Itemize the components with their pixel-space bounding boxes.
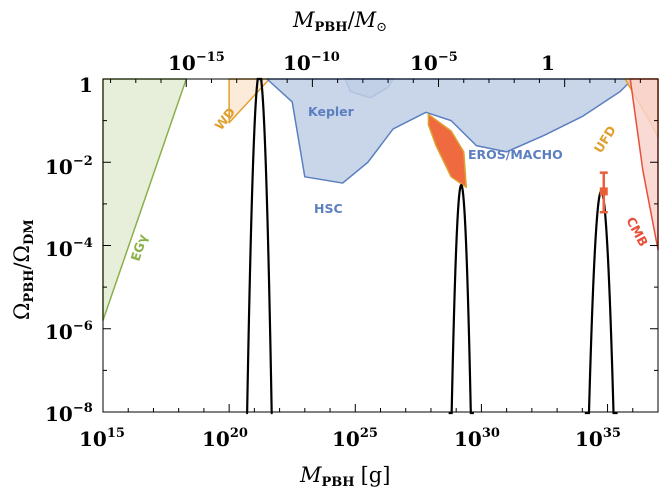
top-tick-1e-10: 10−10 bbox=[283, 50, 340, 75]
label-hsc: HSC bbox=[314, 201, 343, 216]
error-bar-group bbox=[599, 171, 608, 214]
peak-curve-1 bbox=[245, 77, 273, 415]
x-tick-1e25: 1025 bbox=[332, 426, 378, 451]
label-cmb: CMB bbox=[623, 214, 651, 249]
y-tick-1e-8: 10−8 bbox=[45, 401, 93, 426]
label-kepler: Kepler bbox=[308, 104, 355, 119]
y-tick-1e-6: 10−6 bbox=[45, 319, 93, 344]
peak-curve-3 bbox=[584, 190, 618, 415]
y-tick-1e-4: 10−4 bbox=[45, 236, 93, 261]
top-axis-title: MPBH/M⊙ bbox=[292, 8, 387, 35]
top-tick-1e-5: 10−5 bbox=[410, 50, 458, 75]
x-tick-1e30: 1030 bbox=[454, 426, 500, 451]
region-eg- bbox=[102, 78, 187, 322]
y-tick-1e-2: 10−2 bbox=[45, 154, 93, 179]
region-eros-macho bbox=[427, 113, 468, 188]
x-tick-1e35: 1035 bbox=[575, 426, 621, 451]
error-bar-point bbox=[599, 187, 608, 196]
x-tick-1e15: 1015 bbox=[79, 426, 125, 451]
region-hsc bbox=[266, 78, 634, 184]
tick-marks bbox=[102, 78, 659, 413]
y-axis-title: ΩPBH/ΩDM bbox=[10, 219, 37, 320]
top-tick-1: 1 bbox=[541, 51, 555, 75]
label-eros-macho: EROS/MACHO bbox=[468, 147, 563, 162]
constraint-regions bbox=[102, 78, 659, 322]
x-axis-title: MPBH [g] bbox=[299, 463, 390, 490]
top-tick-1e-15: 10−15 bbox=[168, 50, 225, 75]
peak-curve-2 bbox=[448, 183, 474, 415]
y-tick-1: 1 bbox=[79, 73, 93, 97]
x-tick-1e20: 1020 bbox=[202, 426, 248, 451]
label-ufd: UFD bbox=[591, 123, 619, 156]
